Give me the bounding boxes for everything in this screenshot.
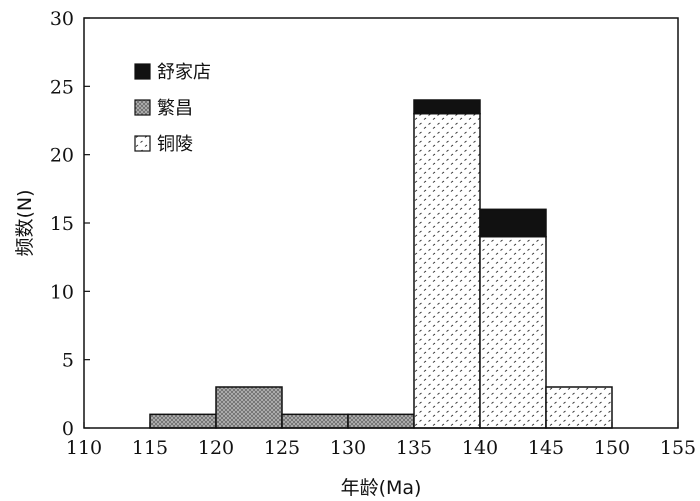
x-tick-label: 110	[66, 437, 102, 459]
bar-135-140-铜陵	[413, 112, 481, 429]
x-tick-label: 135	[396, 437, 432, 459]
axes-layer: 110 115 120 125 130 135 140 145 150 155 0 5 10 15 20 25…	[50, 8, 696, 459]
x-tick-label: 125	[264, 437, 300, 459]
x-tick-label: 145	[528, 437, 564, 459]
bar-140-145-铜陵	[479, 235, 547, 429]
x-axis-title: 年龄(Ma)	[341, 477, 422, 499]
legend-label: 铜陵	[157, 134, 193, 155]
bar-145-150-铜陵	[545, 386, 613, 429]
legend-swatch-铜陵	[134, 135, 151, 152]
bar-135-140-舒家店	[413, 99, 481, 115]
y-tick-label: 20	[50, 145, 74, 167]
bar-125-130-繁昌	[281, 413, 349, 429]
bar-130-135-繁昌	[347, 413, 415, 429]
y-tick-label: 10	[50, 281, 74, 303]
y-tick-label: 30	[50, 8, 74, 30]
y-tick-label: 5	[62, 350, 74, 372]
bars-layer	[149, 99, 613, 429]
bar-115-120-繁昌	[149, 413, 217, 429]
legend-label: 繁昌	[157, 98, 193, 119]
x-tick-label: 155	[660, 437, 696, 459]
x-tick-label: 120	[198, 437, 234, 459]
x-tick-label: 140	[462, 437, 498, 459]
legend-label: 舒家店	[157, 62, 211, 83]
x-tick-label: 150	[594, 437, 630, 459]
bar-140-145-舒家店	[479, 208, 547, 238]
y-tick-label: 0	[62, 418, 74, 440]
legend-swatch-繁昌	[134, 99, 151, 116]
y-tick-label: 15	[50, 213, 74, 235]
legend-swatch-舒家店	[134, 63, 151, 80]
y-tick-label: 25	[50, 76, 74, 98]
x-tick-label: 130	[330, 437, 366, 459]
x-tick-label: 115	[132, 437, 168, 459]
bar-120-125-繁昌	[215, 386, 283, 429]
y-axis-title: 频数(N)	[14, 189, 36, 256]
